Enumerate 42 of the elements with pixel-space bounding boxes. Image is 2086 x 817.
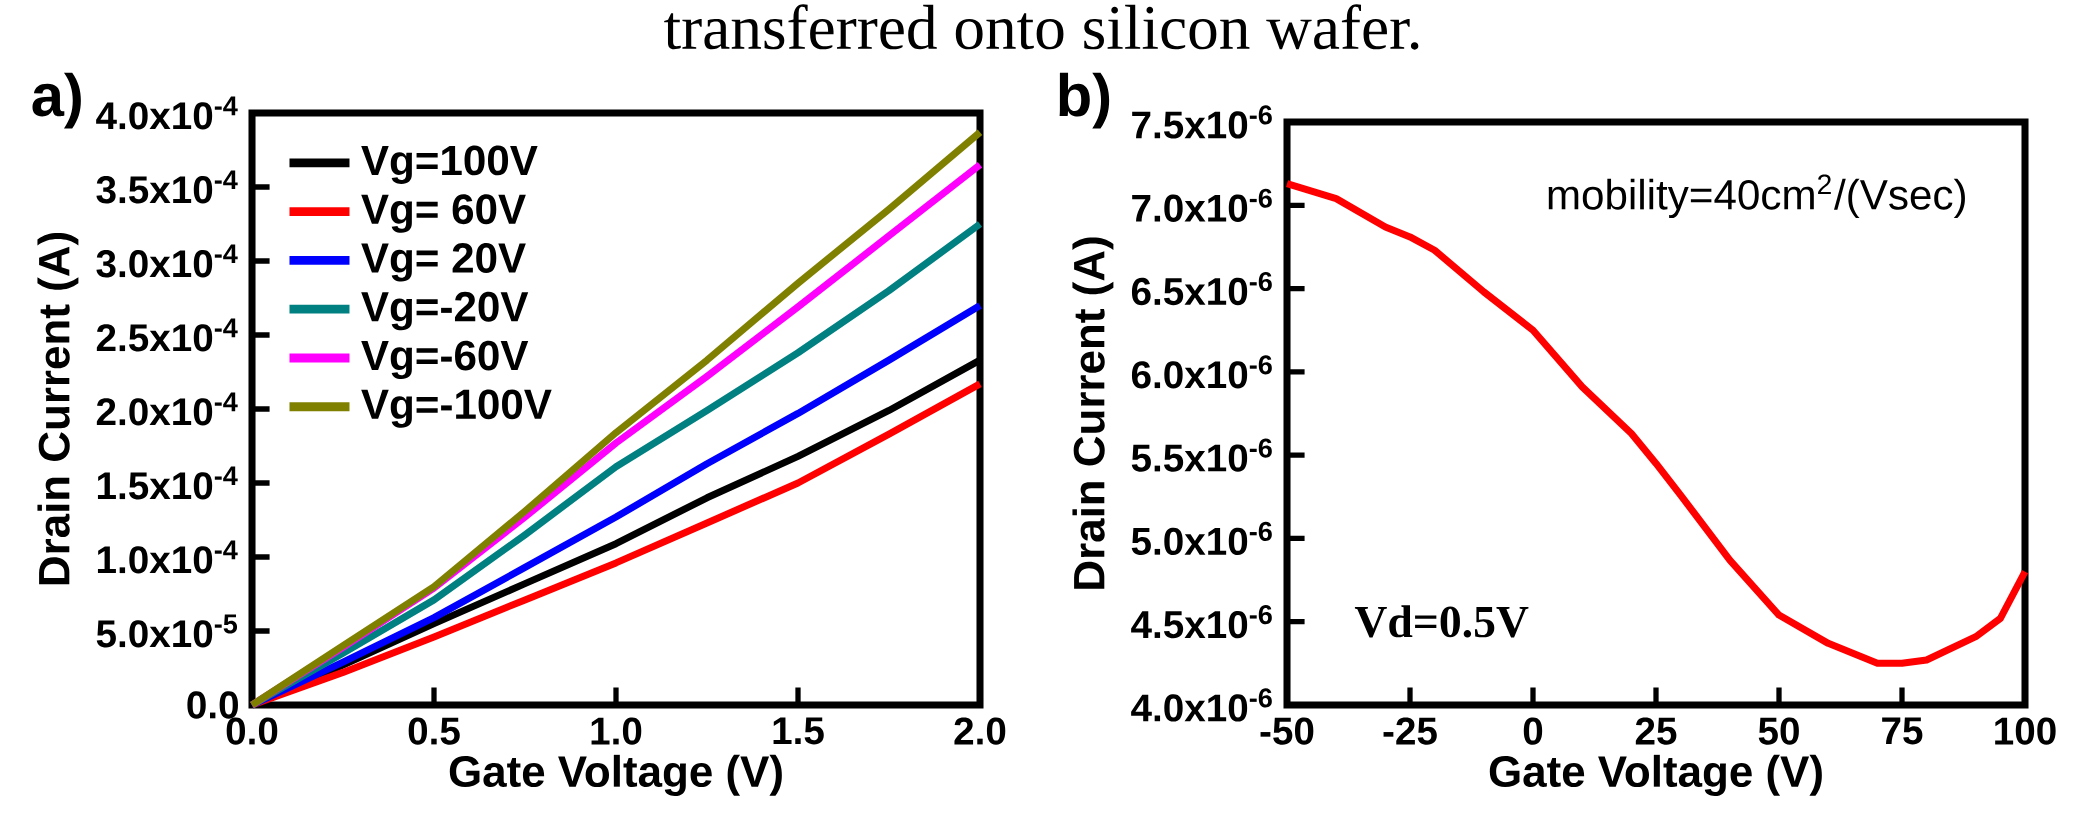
chart-title: b) [1059,72,1110,129]
legend-label: Vg= 60V [361,194,526,233]
y-tick-label: 1.5x10$^{-4}$ [97,466,238,500]
y-tick-label: 0.0 [187,691,238,719]
chart-title: a) [32,72,81,129]
x-tick-label: 75 [1882,717,1923,745]
legend-label: Vg=-60V [361,340,529,380]
y-tick-label: 5.0x10$^{-5}$ [96,614,238,648]
y-tick-label: 4.5x10$^{-6}$ [1131,605,1272,639]
y-tick-label: 1.0x10$^{-4}$ [97,540,238,574]
x-tick-label: 0 [1523,717,1543,745]
y-tick-label: 4.0x10$^{-4}$ [96,96,238,130]
legend-label: Vg=100V [361,145,538,184]
x-tick-label: -25 [1383,717,1437,745]
annotation: mobility=40cm$^{2}$/(Vsec) [1548,174,1965,219]
y-tick-label: 5.0x10$^{-6}$ [1131,521,1272,556]
x-tick-label: 2.0 [954,717,1006,745]
y-tick-label: 7.0x10$^{-6}$ [1132,188,1272,222]
x-tick-label: 1.0 [591,717,642,745]
y-tick-label: 2.0x10$^{-4}$ [96,392,238,426]
x-axis-title: Gate Voltage (V) [1489,754,1822,796]
y-tick-label: 5.5x10$^{-6}$ [1131,438,1272,472]
text: transferred onto silicon wafer. [664,4,1419,50]
x-axis-title: Gate Voltage (V) [449,754,782,796]
y-axis-title: Drain Current (A) [1072,237,1114,589]
x-tick-label: 25 [1635,717,1677,745]
annotation: Vd=0.5V [1354,605,1529,638]
y-tick-label: 6.0x10$^{-6}$ [1131,355,1272,389]
y-tick-label: 2.5x10$^{-4}$ [96,318,238,352]
y-tick-label: 3.0x10$^{-4}$ [96,244,238,278]
y-tick-label: 3.5x10$^{-4}$ [96,170,238,204]
x-tick-label: 0.5 [408,717,460,745]
x-tick-label: 50 [1758,717,1799,745]
y-tick-label: 6.5x10$^{-6}$ [1131,271,1272,306]
x-tick-label: 100 [1995,717,2056,745]
legend-label: Vg= 20V [361,243,526,282]
y-axis-title: Drain Current (A) [37,233,79,585]
legend-label: Vg=-20V [361,291,529,331]
legend-label: Vg=-100V [361,389,552,428]
x-tick-label: 0.0 [226,717,278,745]
x-tick-label: 1.5 [773,717,824,745]
y-tick-label: 7.5x10$^{-6}$ [1132,105,1272,139]
